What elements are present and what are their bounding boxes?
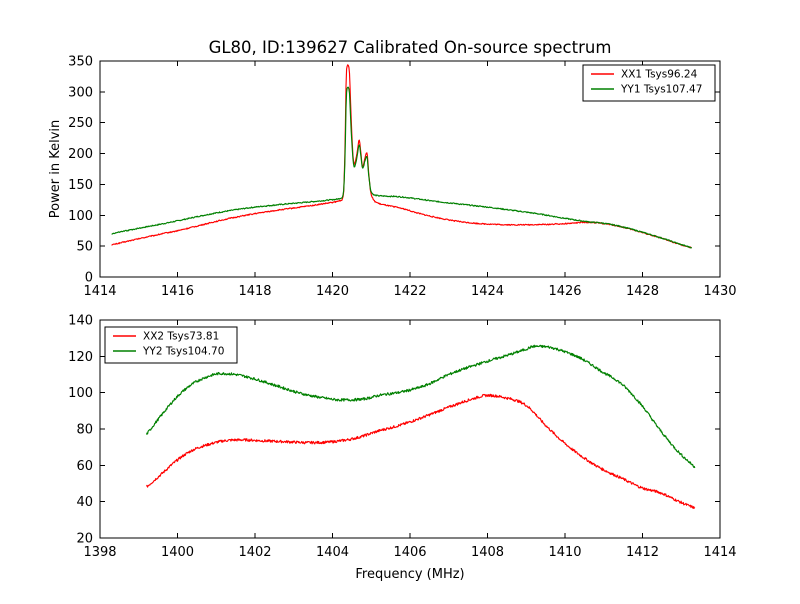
bottom-x-axis-label: Frequency (MHz)	[355, 567, 464, 582]
x-tick-label: 1402	[238, 545, 271, 560]
x-tick-label: 1406	[393, 545, 426, 560]
axes-frame	[99, 319, 721, 539]
top-axes: 1414 1416 1418 1420 1422 1424 1426 1428 1430 0 50 1…	[68, 55, 736, 300]
legend: XX1 Tsys96.24 YY1 Tsys107.47	[582, 64, 716, 102]
y-tick-label: 140	[68, 314, 93, 329]
y-tick-label: 200	[68, 147, 93, 162]
y-tick-label: 80	[76, 423, 93, 438]
legend-box	[582, 64, 716, 102]
series-line-yy2	[145, 344, 696, 469]
x-tick-label: 1422	[393, 284, 426, 299]
legend: XX2 Tsys73.81 YY2 Tsys104.70	[104, 326, 238, 364]
bottom-axes: 1398 1400 1402 1404 1406 1408 1410 1412 1414 20 40…	[68, 314, 736, 561]
y-tick-label: 120	[68, 350, 93, 365]
x-tick-label: 1412	[626, 545, 659, 560]
y-tick-label: 20	[76, 532, 93, 547]
y-tick-label: 50	[76, 240, 93, 255]
y-tick-label: 250	[68, 116, 93, 131]
legend-entry-label: YY1 Tsys107.47	[620, 84, 702, 96]
chart-title: GL80, ID:139627 Calibrated On-source spe…	[209, 38, 612, 57]
top-y-axis-label: Power in Kelvin	[48, 120, 63, 218]
x-tick-label: 1428	[626, 284, 659, 299]
x-tick-label: 1418	[238, 284, 271, 299]
x-tick-label: 1404	[316, 545, 349, 560]
y-tick-label: 40	[76, 495, 93, 510]
y-tick-label: 60	[76, 459, 93, 474]
x-tick-label: 1424	[471, 284, 504, 299]
x-tick-label: 1426	[548, 284, 581, 299]
x-tick-label: 1414	[703, 545, 736, 560]
legend-entry-label: XX1 Tsys96.24	[621, 69, 698, 81]
y-tick-label: 350	[68, 55, 93, 70]
y-tick-label: 0	[85, 271, 93, 286]
x-tick-label: 1414	[83, 284, 116, 299]
legend-box	[104, 326, 238, 364]
x-tick-label: 1430	[703, 284, 736, 299]
legend-entry-label: XX2 Tsys73.81	[143, 331, 219, 343]
x-tick-label: 1416	[161, 284, 194, 299]
x-tick-label: 1408	[471, 545, 504, 560]
series-line-xx2	[145, 393, 696, 509]
y-tick-label: 300	[68, 85, 93, 100]
legend-entry-label: YY2 Tsys104.70	[142, 346, 224, 358]
y-tick-label: 100	[68, 386, 93, 401]
y-tick-label: 100	[68, 209, 93, 224]
x-tick-label: 1410	[548, 545, 581, 560]
x-tick-label: 1398	[83, 545, 116, 560]
series-line-yy1	[111, 86, 693, 249]
x-tick-label: 1400	[161, 545, 194, 560]
x-tick-label: 1420	[316, 284, 349, 299]
axes-frame	[99, 60, 721, 278]
y-tick-label: 150	[68, 178, 93, 193]
